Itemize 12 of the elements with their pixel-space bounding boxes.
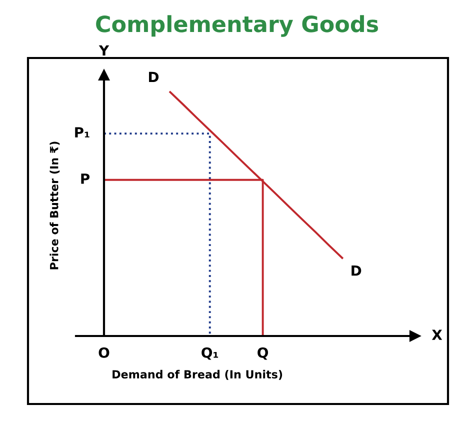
- x-tick-label: O: [98, 347, 110, 358]
- x-axis-title: Demand of Bread (In Units): [112, 370, 282, 380]
- x-tick-label: Q: [258, 347, 268, 360]
- x-tick-label: Q₁: [202, 347, 218, 360]
- text: P: [81, 174, 90, 184]
- annotation: D: [352, 266, 362, 276]
- y-axis-title: Price of Butter (In ₹): [50, 142, 60, 270]
- text: P₁: [75, 127, 90, 138]
- text: Y: [98, 45, 110, 56]
- text: D: [149, 72, 159, 82]
- chart-title: Complementary Goods: [96, 15, 378, 37]
- text: X: [432, 330, 442, 340]
